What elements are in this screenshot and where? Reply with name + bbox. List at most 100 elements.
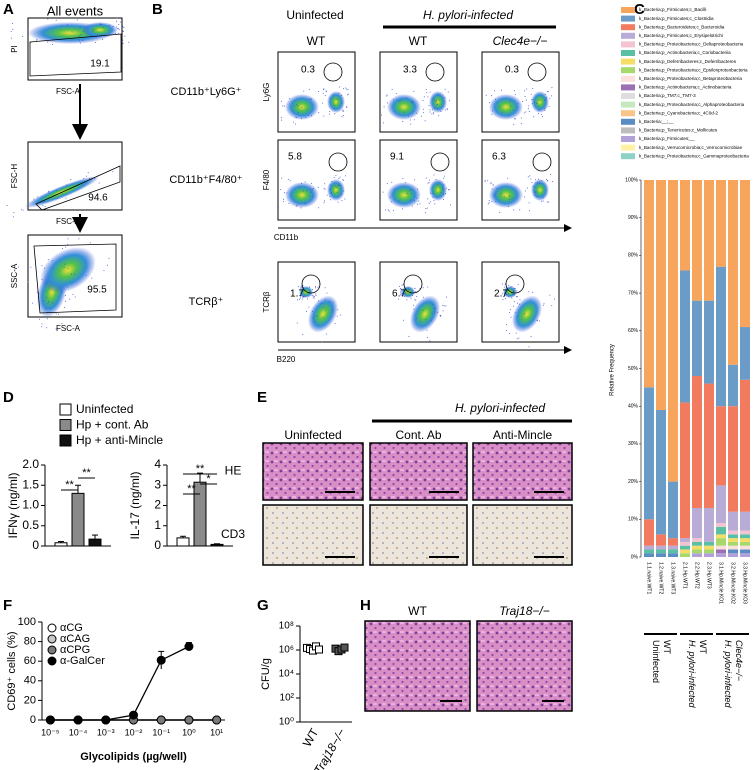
event-dot bbox=[419, 203, 421, 205]
event-dot bbox=[300, 287, 302, 289]
event-dot bbox=[542, 200, 544, 202]
event-dot bbox=[48, 190, 50, 192]
legend-swatch bbox=[621, 50, 635, 56]
event-dot bbox=[444, 109, 446, 111]
bar-segment bbox=[728, 534, 738, 539]
event-dot bbox=[341, 116, 343, 118]
event-dot bbox=[69, 298, 71, 300]
event-dot bbox=[488, 202, 490, 204]
bar-segment bbox=[704, 549, 714, 554]
event-dot bbox=[333, 107, 335, 109]
bar-segment bbox=[692, 507, 702, 539]
event-dot bbox=[112, 170, 114, 172]
event-dot bbox=[10, 37, 12, 39]
column-label: WT bbox=[408, 604, 427, 618]
event-dot bbox=[434, 203, 436, 205]
y-tick-label: 20% bbox=[628, 479, 639, 485]
significance: ** bbox=[82, 467, 91, 479]
data-point bbox=[45, 715, 55, 725]
event-dot bbox=[518, 337, 520, 339]
event-dot bbox=[52, 44, 54, 46]
event-dot bbox=[545, 178, 547, 180]
bar-segment bbox=[692, 549, 702, 554]
event-dot bbox=[329, 199, 331, 201]
event-dot bbox=[445, 305, 447, 307]
event-dot bbox=[422, 309, 424, 311]
event-dot bbox=[442, 189, 444, 191]
y-tick-label: 1 bbox=[154, 518, 161, 532]
y-tick-label: 40 bbox=[24, 675, 36, 687]
dot-cloud bbox=[285, 182, 319, 208]
bar-segment bbox=[704, 383, 714, 508]
event-dot bbox=[403, 295, 405, 297]
data-point bbox=[184, 642, 194, 651]
event-dot bbox=[306, 298, 308, 300]
bar bbox=[176, 537, 190, 547]
event-dot bbox=[538, 183, 540, 185]
event-dot bbox=[336, 98, 338, 100]
event-dot bbox=[335, 185, 337, 187]
significance: ** bbox=[187, 483, 196, 495]
event-dot bbox=[526, 88, 528, 90]
y-tick-label: 80 bbox=[24, 636, 36, 648]
event-dot bbox=[299, 297, 301, 299]
legend-label: Hp + cont. Ab bbox=[76, 418, 149, 432]
event-dot bbox=[298, 186, 300, 188]
event-dot bbox=[94, 178, 96, 180]
event-dot bbox=[436, 196, 438, 198]
flow-plot bbox=[481, 139, 560, 221]
event-dot bbox=[519, 299, 521, 301]
event-dot bbox=[513, 301, 515, 303]
bar-segment bbox=[656, 409, 666, 535]
event-dot bbox=[79, 42, 81, 44]
y-tick-label: 1.5 bbox=[22, 477, 39, 491]
event-dot bbox=[416, 296, 418, 298]
legend-marker bbox=[47, 634, 57, 644]
event-dot bbox=[531, 182, 533, 184]
event-dot bbox=[310, 191, 312, 193]
event-dot bbox=[524, 90, 526, 92]
event-dot bbox=[489, 182, 491, 184]
data-point bbox=[129, 710, 138, 720]
dot-cloud bbox=[511, 295, 543, 333]
event-dot bbox=[411, 193, 413, 195]
event-dot bbox=[332, 301, 334, 303]
bar-segment bbox=[740, 549, 750, 554]
event-dot bbox=[528, 210, 530, 212]
event-dot bbox=[22, 35, 24, 37]
panel-letter: G bbox=[257, 597, 269, 614]
bar-segment bbox=[704, 507, 714, 542]
axis-label: FSC-A bbox=[56, 87, 81, 96]
bar-segment bbox=[716, 485, 726, 524]
row-label: CD11b⁺F4/80⁺ bbox=[169, 174, 242, 186]
bar-segment bbox=[680, 545, 690, 550]
event-dot bbox=[338, 86, 340, 88]
row-label: HE bbox=[225, 464, 242, 478]
event-dot bbox=[434, 101, 436, 103]
event-dot bbox=[287, 178, 289, 180]
event-dot bbox=[58, 313, 60, 315]
event-dot bbox=[433, 113, 435, 115]
bar-segment bbox=[644, 553, 654, 557]
event-dot bbox=[55, 190, 57, 192]
event-dot bbox=[314, 321, 316, 323]
legend-swatch bbox=[59, 403, 72, 416]
event-dot bbox=[288, 97, 290, 99]
event-dot bbox=[303, 296, 305, 298]
event-dot bbox=[309, 195, 311, 197]
y-tick-label: 10² bbox=[280, 693, 295, 704]
axis-label: CD11b bbox=[274, 233, 299, 242]
x-tick-label: 2.2.Hp.WT2 bbox=[694, 562, 700, 589]
dot-cloud bbox=[307, 295, 339, 333]
event-dot bbox=[122, 31, 124, 33]
event-dot bbox=[55, 19, 57, 21]
event-dot bbox=[431, 113, 433, 115]
bar-segment bbox=[716, 538, 726, 546]
dot-cloud bbox=[401, 286, 415, 298]
event-dot bbox=[47, 302, 49, 304]
event-dot bbox=[345, 87, 347, 89]
event-dot bbox=[491, 201, 493, 203]
event-dot bbox=[46, 318, 48, 320]
event-dot bbox=[541, 200, 543, 202]
column-label: Anti-Mincle bbox=[493, 428, 553, 442]
